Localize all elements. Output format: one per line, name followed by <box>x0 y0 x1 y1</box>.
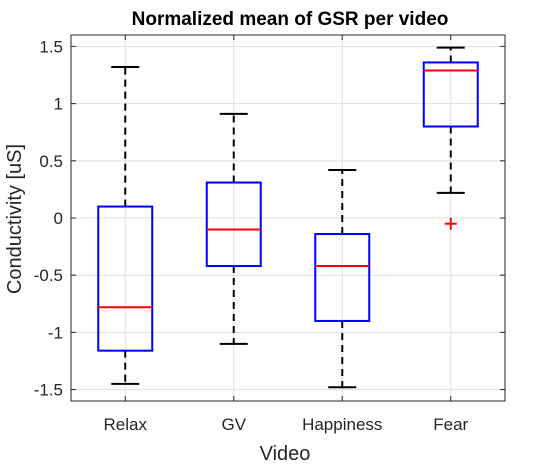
box-iqr <box>422 61 479 128</box>
x-axis-label: Video <box>260 443 311 465</box>
box-iqr <box>205 181 262 268</box>
y-tick-label: -1.5 <box>34 381 63 400</box>
y-tick-label: 1.5 <box>39 37 63 56</box>
y-tick-label: -1 <box>48 323 63 342</box>
y-tick-label: 0.5 <box>39 152 63 171</box>
y-axis-label: Conductivity [uS] <box>4 144 26 294</box>
box-group-happiness <box>314 168 371 389</box>
box-group-relax <box>97 66 154 385</box>
x-tick-label: Happiness <box>302 415 382 434</box>
y-tick-label: -0.5 <box>34 266 63 285</box>
y-tick-label: 0 <box>54 209 63 228</box>
axes: -1.5 -1 -0.5 0 0.5 1 1.5 Relax GV Happiness Fear <box>34 34 506 434</box>
box-group-fear <box>422 46 479 230</box>
chart-title: Normalized mean of GSR per video <box>132 9 449 30</box>
plot-area <box>97 46 479 389</box>
box-iqr <box>97 205 154 352</box>
x-tick-label: Fear <box>433 415 468 434</box>
outlier-marker <box>444 217 457 230</box>
box-iqr <box>314 233 371 322</box>
box-group-gv <box>205 112 262 345</box>
y-tick-label: 1 <box>54 95 63 114</box>
x-tick-label: GV <box>221 415 246 434</box>
x-tick-label: Relax <box>104 415 148 434</box>
